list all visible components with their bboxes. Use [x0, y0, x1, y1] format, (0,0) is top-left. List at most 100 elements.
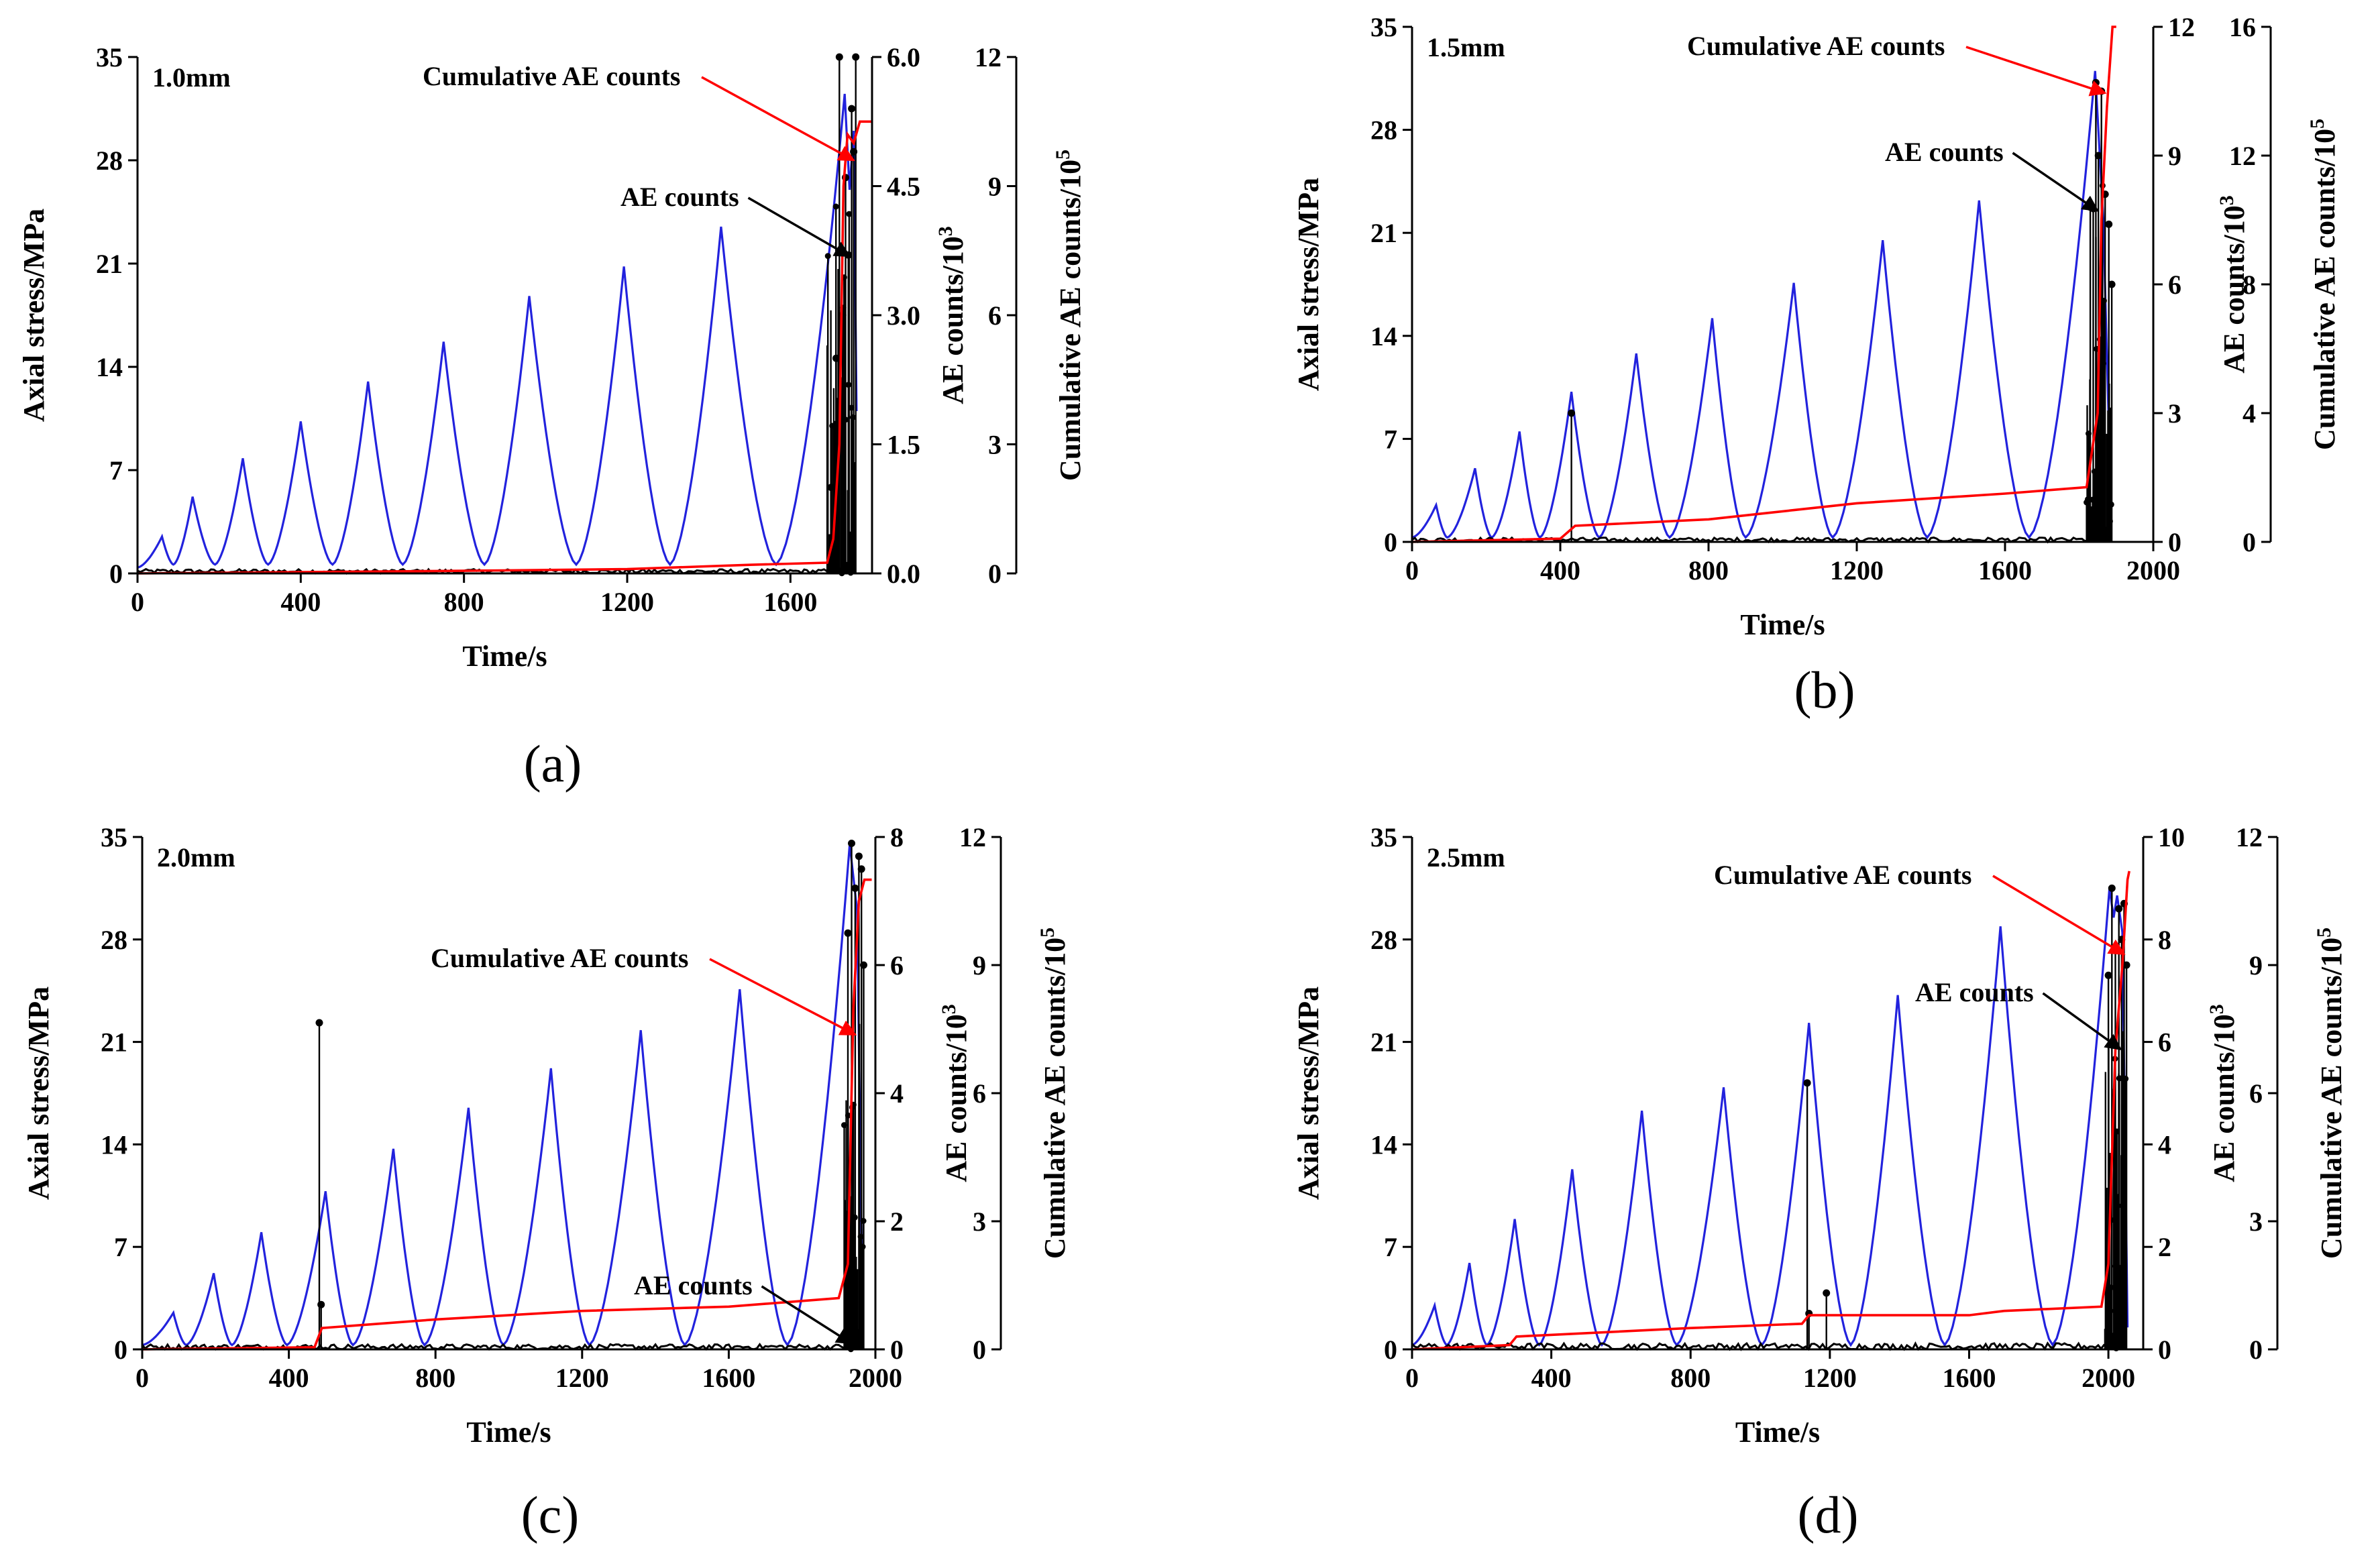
- y-axis-label: Axial stress/MPa: [22, 987, 55, 1200]
- x-tick-label: 0: [136, 1363, 149, 1393]
- y3-tick-label: 8: [2242, 270, 2256, 300]
- ae-spike-point: [860, 961, 867, 969]
- ae-spike-point: [2105, 220, 2113, 228]
- y3-axis-label: Cumulative AE counts/105: [1036, 928, 1072, 1259]
- ae-spike-point: [1803, 1079, 1811, 1087]
- chart-panel-1: 0 400 800 1200 1600 0 7 14 21 28 35 0.0 1.5 3.0 4.5 6.0…: [17, 42, 1087, 793]
- y-tick-label: 0: [114, 1335, 127, 1365]
- cumulative-ae-line: [137, 120, 872, 575]
- cumulative-ae-line: [1411, 25, 2116, 543]
- y-tick-label: 14: [96, 352, 123, 382]
- arrow-cumulative-ae: [1992, 875, 2126, 956]
- annotation-cumulative-ae: Cumulative AE counts: [1687, 31, 1945, 61]
- y2-axis-label: AE counts/103: [934, 226, 970, 404]
- y3-tick-label: 16: [2229, 12, 2256, 42]
- y-axis-label: Axial stress/MPa: [1292, 987, 1325, 1200]
- y-tick-label: 7: [114, 1232, 127, 1262]
- y2-tick-label: 4: [890, 1078, 904, 1109]
- ae-spike-point: [832, 354, 840, 362]
- y2-tick-label: 6: [890, 950, 904, 981]
- x-axis-label: Time/s: [1740, 608, 1825, 641]
- y2-axis-label: AE counts/103: [938, 1004, 973, 1182]
- annotation-cumulative-ae: Cumulative AE counts: [1714, 860, 1972, 890]
- y3-tick-label: 6: [988, 300, 1002, 331]
- y3-tick-label: 12: [2236, 822, 2263, 852]
- ae-spike-point: [2094, 152, 2102, 160]
- y2-tick-label: 0: [2158, 1335, 2171, 1365]
- panel-title: 1.0mm: [152, 62, 231, 93]
- ae-spike-point: [855, 852, 863, 860]
- ae-burst-point: [832, 203, 839, 210]
- annotation-ae-counts: AE counts: [1915, 977, 2034, 1007]
- panel-title: 2.5mm: [1427, 842, 1505, 873]
- ae-counts-baseline: [1411, 1341, 2127, 1351]
- y2-tick-label: 1.5: [887, 430, 920, 460]
- y3-tick-label: 0: [973, 1335, 986, 1365]
- y-tick-label: 28: [96, 146, 123, 176]
- y3-tick-label: 6: [2249, 1078, 2263, 1109]
- y-tick-label: 28: [1370, 925, 1397, 955]
- y-tick-label: 0: [1384, 1335, 1397, 1365]
- x-tick-label: 400: [269, 1363, 309, 1393]
- x-tick-label: 400: [1531, 1363, 1572, 1393]
- panel-caption: (a): [524, 734, 582, 793]
- x-tick-label: 1200: [600, 587, 654, 617]
- ae-spike-point: [2122, 961, 2130, 969]
- y3-axis-label: Cumulative AE counts/105: [1052, 150, 1087, 481]
- ae-spike-point: [851, 884, 859, 892]
- arrow-cumulative-ae: [709, 958, 857, 1036]
- axial-stress-line: [137, 93, 858, 569]
- ae-spike-point: [1568, 409, 1576, 417]
- cumulative-ae-line: [142, 878, 872, 1351]
- x-tick-label: 800: [415, 1363, 455, 1393]
- y2-tick-label: 8: [2158, 925, 2171, 955]
- ae-spike-point: [2108, 884, 2116, 892]
- y2-tick-label: 2: [890, 1207, 904, 1237]
- y2-tick-label: 4: [2158, 1129, 2171, 1160]
- x-axis-label: Time/s: [1735, 1416, 1820, 1449]
- x-tick-label: 800: [1688, 555, 1729, 585]
- y3-tick-label: 6: [973, 1078, 986, 1109]
- arrow-ae-counts: [761, 1285, 853, 1345]
- x-tick-label: 2000: [2082, 1363, 2135, 1393]
- x-tick-label: 1600: [702, 1363, 755, 1393]
- y-tick-label: 7: [109, 455, 123, 486]
- y3-tick-label: 0: [988, 559, 1002, 589]
- panel-title: 1.5mm: [1427, 32, 1505, 62]
- y3-tick-label: 9: [988, 172, 1002, 202]
- x-tick-label: 2000: [2126, 555, 2180, 585]
- y-tick-label: 14: [1370, 321, 1397, 351]
- y2-tick-label: 0.0: [887, 559, 920, 589]
- ae-spike-point: [315, 1019, 323, 1027]
- y-tick-label: 14: [101, 1129, 127, 1160]
- ae-spike-point: [2092, 78, 2100, 87]
- y2-tick-label: 0: [890, 1335, 904, 1365]
- y-tick-label: 35: [96, 42, 123, 72]
- arrow-ae-counts: [2042, 992, 2122, 1050]
- axial-stress-line: [142, 844, 864, 1347]
- x-tick-label: 1200: [1830, 555, 1884, 585]
- x-tick-label: 400: [1540, 555, 1580, 585]
- ae-spike-point: [852, 53, 860, 61]
- x-tick-label: 0: [1405, 1363, 1419, 1393]
- ae-counts-series: [1803, 884, 2130, 1351]
- y-tick-label: 21: [101, 1027, 127, 1058]
- ae-burst-point: [846, 211, 853, 217]
- y2-tick-label: 6: [2158, 1027, 2171, 1058]
- annotation-ae-counts: AE counts: [1885, 137, 2004, 167]
- y-tick-label: 28: [101, 925, 127, 955]
- y-axis-label: Axial stress/MPa: [17, 209, 50, 422]
- x-tick-label: 0: [131, 587, 144, 617]
- ae-burst-point: [824, 253, 831, 260]
- x-tick-label: 800: [1670, 1363, 1711, 1393]
- arrow-ae-counts: [2012, 152, 2100, 212]
- y3-tick-label: 12: [975, 42, 1002, 72]
- y-tick-label: 7: [1384, 424, 1397, 454]
- panel-title: 2.0mm: [157, 842, 235, 873]
- panel-caption: (c): [521, 1486, 580, 1544]
- x-tick-label: 1600: [1978, 555, 2032, 585]
- annotation-cumulative-ae: Cumulative AE counts: [423, 61, 681, 91]
- y3-tick-label: 9: [973, 950, 986, 981]
- chart-panel-3: 0 400 800 1200 1600 2000071421283502468036912…: [22, 822, 1071, 1544]
- y2-tick-label: 3.0: [887, 300, 920, 331]
